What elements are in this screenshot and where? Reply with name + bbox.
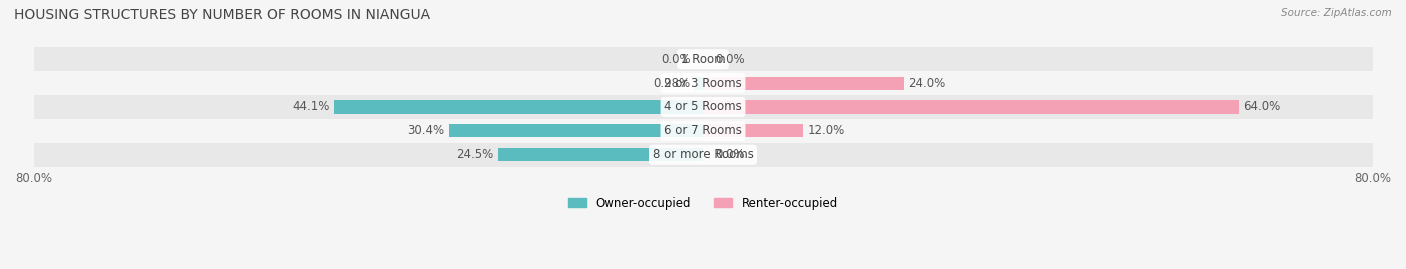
Legend: Owner-occupied, Renter-occupied: Owner-occupied, Renter-occupied <box>564 192 842 215</box>
Text: 0.0%: 0.0% <box>716 53 745 66</box>
Text: 24.0%: 24.0% <box>908 77 945 90</box>
Bar <box>703 77 904 90</box>
Bar <box>695 77 703 90</box>
Text: 8 or more Rooms: 8 or more Rooms <box>652 148 754 161</box>
Bar <box>703 124 803 137</box>
Text: 0.98%: 0.98% <box>654 77 690 90</box>
Bar <box>449 124 703 137</box>
Text: 30.4%: 30.4% <box>408 124 444 137</box>
Text: 2 or 3 Rooms: 2 or 3 Rooms <box>664 77 742 90</box>
Bar <box>34 71 1372 95</box>
Bar <box>34 47 1372 71</box>
Text: 12.0%: 12.0% <box>807 124 845 137</box>
Text: Source: ZipAtlas.com: Source: ZipAtlas.com <box>1281 8 1392 18</box>
Text: 64.0%: 64.0% <box>1243 101 1279 114</box>
Bar <box>34 119 1372 143</box>
Bar <box>34 143 1372 167</box>
Text: 44.1%: 44.1% <box>292 101 330 114</box>
Text: 6 or 7 Rooms: 6 or 7 Rooms <box>664 124 742 137</box>
Text: 1 Room: 1 Room <box>681 53 725 66</box>
Bar <box>703 100 1239 114</box>
Bar <box>34 95 1372 119</box>
Text: 24.5%: 24.5% <box>457 148 494 161</box>
Bar <box>335 100 703 114</box>
Text: 4 or 5 Rooms: 4 or 5 Rooms <box>664 101 742 114</box>
Text: 0.0%: 0.0% <box>716 148 745 161</box>
Text: HOUSING STRUCTURES BY NUMBER OF ROOMS IN NIANGUA: HOUSING STRUCTURES BY NUMBER OF ROOMS IN… <box>14 8 430 22</box>
Text: 0.0%: 0.0% <box>661 53 690 66</box>
Bar <box>498 148 703 161</box>
